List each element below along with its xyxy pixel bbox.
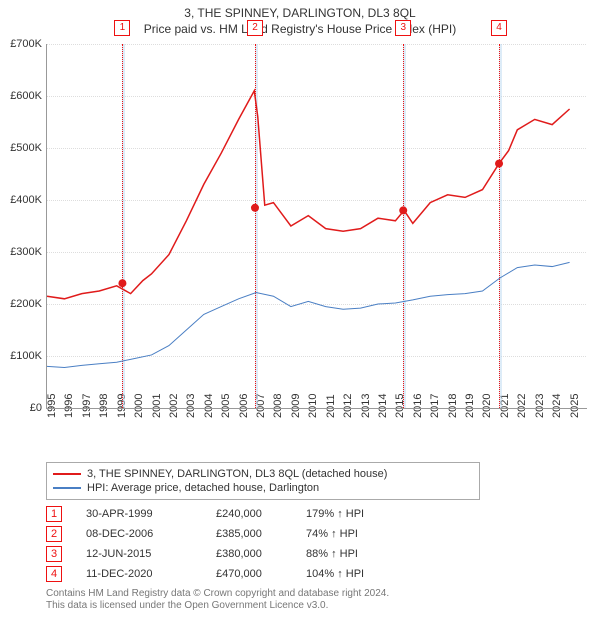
transaction-dot (495, 160, 503, 168)
transaction-date: 30-APR-1999 (86, 508, 216, 520)
y-axis-tick-label: £600K (0, 90, 42, 102)
transaction-pct: 179% ↑ HPI (306, 508, 426, 520)
transaction-table: 1 30-APR-1999£240,000179% ↑ HPI 2 08-DEC-20… (46, 504, 426, 584)
chart-title-block: 3, THE SPINNEY, DARLINGTON, DL3 8QL Pric… (0, 0, 600, 38)
y-axis-tick-label: £400K (0, 194, 42, 206)
legend: 3, THE SPINNEY, DARLINGTON, DL3 8QL (det… (46, 462, 480, 500)
transaction-marker-box: 4 (491, 20, 507, 36)
y-axis-tick-label: £100K (0, 350, 42, 362)
footer-attribution: Contains HM Land Registry data © Crown c… (46, 588, 389, 612)
transaction-index-box: 4 (46, 566, 62, 582)
transaction-index-box: 1 (46, 506, 62, 522)
footer-line: Contains HM Land Registry data © Crown c… (46, 588, 389, 600)
transaction-index-box: 2 (46, 526, 62, 542)
transaction-pct: 74% ↑ HPI (306, 528, 426, 540)
chart-title-subtitle: Price paid vs. HM Land Registry's House … (0, 22, 600, 36)
legend-label: 3, THE SPINNEY, DARLINGTON, DL3 8QL (det… (87, 468, 387, 480)
chart-plot-area: 1234 (46, 44, 587, 409)
transaction-date: 11-DEC-2020 (86, 568, 216, 580)
transaction-row: 4 11-DEC-2020£470,000104% ↑ HPI (46, 564, 426, 584)
transaction-price: £470,000 (216, 568, 306, 580)
y-axis-tick-label: £0 (0, 402, 42, 414)
chart-svg (47, 44, 587, 408)
y-axis-tick-label: £500K (0, 142, 42, 154)
legend-row: 3, THE SPINNEY, DARLINGTON, DL3 8QL (det… (53, 467, 473, 481)
transaction-marker-box: 1 (114, 20, 130, 36)
transaction-date: 08-DEC-2006 (86, 528, 216, 540)
chart-title-address: 3, THE SPINNEY, DARLINGTON, DL3 8QL (0, 6, 600, 20)
transaction-row: 1 30-APR-1999£240,000179% ↑ HPI (46, 504, 426, 524)
series-line (47, 91, 570, 299)
transaction-index-box: 3 (46, 546, 62, 562)
y-axis-tick-label: £700K (0, 38, 42, 50)
transaction-marker-box: 3 (395, 20, 411, 36)
y-axis-tick-label: £300K (0, 246, 42, 258)
transaction-dot (251, 204, 259, 212)
legend-swatch (53, 487, 81, 489)
transaction-price: £385,000 (216, 528, 306, 540)
transaction-marker-box: 2 (247, 20, 263, 36)
transaction-row: 3 12-JUN-2015£380,00088% ↑ HPI (46, 544, 426, 564)
y-axis-tick-label: £200K (0, 298, 42, 310)
legend-swatch (53, 473, 81, 475)
transaction-pct: 88% ↑ HPI (306, 548, 426, 560)
transaction-row: 2 08-DEC-2006£385,00074% ↑ HPI (46, 524, 426, 544)
transaction-price: £240,000 (216, 508, 306, 520)
footer-line: This data is licensed under the Open Gov… (46, 600, 389, 612)
transaction-dot (399, 206, 407, 214)
legend-label: HPI: Average price, detached house, Darl… (87, 482, 319, 494)
transaction-date: 12-JUN-2015 (86, 548, 216, 560)
transaction-price: £380,000 (216, 548, 306, 560)
legend-row: HPI: Average price, detached house, Darl… (53, 481, 473, 495)
series-line (47, 262, 570, 367)
transaction-dot (118, 279, 126, 287)
transaction-pct: 104% ↑ HPI (306, 568, 426, 580)
